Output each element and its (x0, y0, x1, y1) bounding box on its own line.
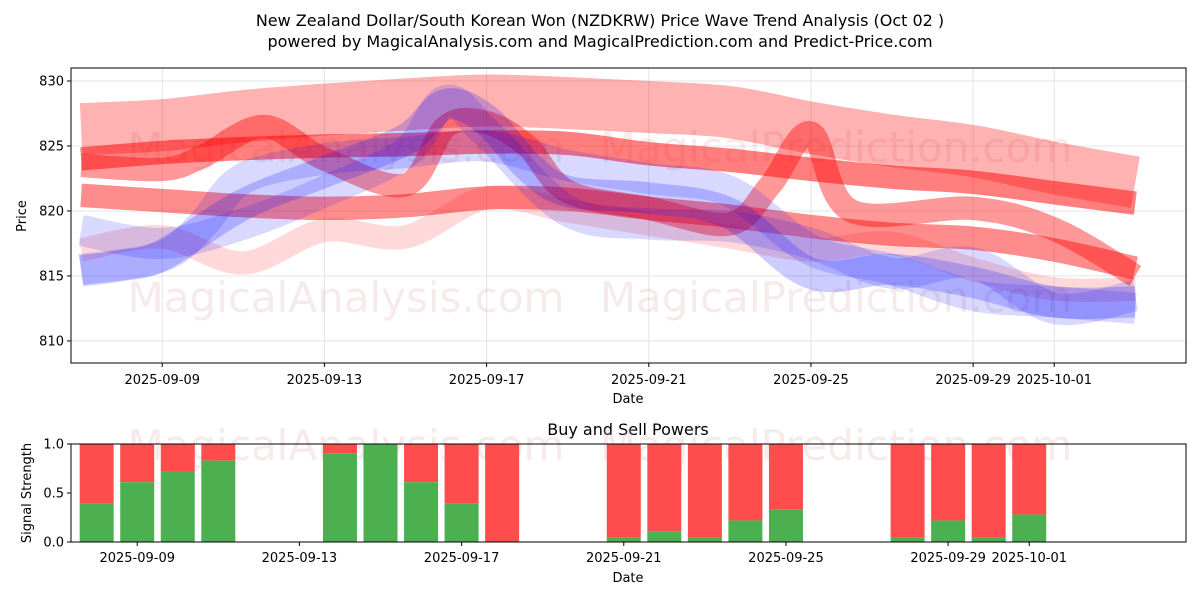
sell-bar (120, 444, 155, 483)
buy-bar (79, 503, 114, 542)
price-x-tick-label: 2025-09-25 (773, 373, 849, 388)
sell-bar (322, 444, 357, 454)
price-y-tick-label: 810 (39, 334, 64, 349)
buy-bar (1012, 514, 1047, 542)
price-x-label: Date (612, 392, 643, 407)
price-y-label: Price (15, 200, 30, 232)
buy-bar (728, 520, 763, 542)
price-plot-background (71, 68, 1186, 363)
price-band-red-wave-1 (80, 107, 1142, 287)
buy-bar (647, 531, 682, 542)
price-bands (78, 74, 1142, 326)
signal-x-tick-label: 2025-09-13 (262, 551, 338, 566)
signal-y-label: Signal Strength (20, 443, 35, 543)
price-band-red-band-2 (80, 183, 1138, 280)
signal-x-tick-label: 2025-10-01 (991, 551, 1067, 566)
signal-x-tick-label: 2025-09-09 (99, 551, 175, 566)
price-x-tick-label: 2025-09-13 (287, 373, 363, 388)
sell-bar (687, 444, 722, 538)
signal-y-tick-label: 1.0 (43, 438, 64, 453)
sell-bar (79, 444, 114, 504)
buy-bar (931, 520, 966, 542)
buy-bar (606, 537, 641, 542)
sell-bar (971, 444, 1006, 538)
sell-bar (404, 444, 439, 483)
buy-bar (890, 537, 925, 542)
chart-title-line2: powered by MagicalAnalysis.com and Magic… (267, 32, 932, 51)
sell-bar (201, 444, 236, 461)
signal-y-tick-label: 0.0 (43, 536, 64, 551)
signal-x-axis: 2025-09-09 2025-09-13 2025-09-17 2025-09-21… (99, 542, 1067, 566)
sell-bar (768, 444, 803, 510)
price-x-tick-label: 2025-10-01 (1016, 373, 1092, 388)
buy-bar (322, 453, 357, 542)
price-y-axis: 810 815 820 825 830 (39, 74, 71, 349)
buy-bar (687, 537, 722, 542)
watermark-analysis-bottom: MagicalAnalysis.com (128, 273, 565, 322)
signal-x-tick-label: 2025-09-25 (748, 551, 824, 566)
buy-bar (971, 537, 1006, 542)
sell-bar (647, 444, 682, 532)
price-x-tick-label: 2025-09-09 (124, 373, 200, 388)
price-plot: MagicalAnalysis.com MagicalPrediction.co… (15, 67, 1187, 407)
sell-bar (444, 444, 479, 504)
price-y-tick-label: 825 (39, 139, 64, 154)
sell-bar (160, 444, 195, 472)
price-y-tick-label: 820 (39, 204, 64, 219)
price-x-axis: 2025-09-09 2025-09-13 2025-09-17 2025-09-21… (124, 363, 1092, 388)
buy-bar (444, 503, 479, 542)
signal-plot-title: Buy and Sell Powers (547, 420, 709, 439)
sell-bar (890, 444, 925, 538)
price-plot-frame (70, 67, 1187, 364)
price-band-blue-wave-2 (78, 84, 1139, 326)
chart-title-line1: New Zealand Dollar/South Korean Won (NZD… (256, 11, 944, 30)
price-band-blue-wave-3 (78, 129, 1137, 324)
sell-bar (931, 444, 966, 521)
watermark-prediction-bottom: MagicalPrediction.com (600, 273, 1073, 322)
signal-x-tick-label: 2025-09-21 (586, 551, 662, 566)
buy-bar (768, 509, 803, 542)
price-band-red-wave-2 (78, 185, 1136, 303)
buy-bar (201, 460, 236, 542)
buy-bar (363, 444, 398, 542)
signal-y-axis: 0.0 0.5 1.0 (43, 438, 71, 551)
price-y-tick-label: 830 (39, 74, 64, 89)
signal-plot: Buy and Sell Powers MagicalAnalysis.com … (20, 420, 1187, 586)
price-y-tick-label: 815 (39, 269, 64, 284)
sell-bar (606, 444, 641, 538)
buy-bar (120, 482, 155, 542)
signal-x-tick-label: 2025-09-29 (910, 551, 986, 566)
price-band-red-band-1 (80, 130, 1137, 215)
signal-watermarks: MagicalAnalysis.com MagicalPrediction.co… (128, 421, 1073, 470)
signal-x-tick-label: 2025-09-17 (424, 551, 500, 566)
signal-bars (79, 444, 1047, 542)
price-x-tick-label: 2025-09-29 (935, 373, 1011, 388)
price-band-upper-envelope (79, 74, 1140, 208)
sell-bar (1012, 444, 1047, 515)
sell-bar (728, 444, 763, 521)
price-band-blue-wave-1 (79, 88, 1136, 319)
price-x-tick-label: 2025-09-21 (611, 373, 687, 388)
buy-bar (404, 482, 439, 542)
signal-x-label: Date (612, 571, 643, 586)
price-x-tick-label: 2025-09-17 (449, 373, 525, 388)
buy-bar (160, 471, 195, 542)
sell-bar (485, 444, 520, 542)
signal-y-tick-label: 0.5 (43, 487, 64, 502)
